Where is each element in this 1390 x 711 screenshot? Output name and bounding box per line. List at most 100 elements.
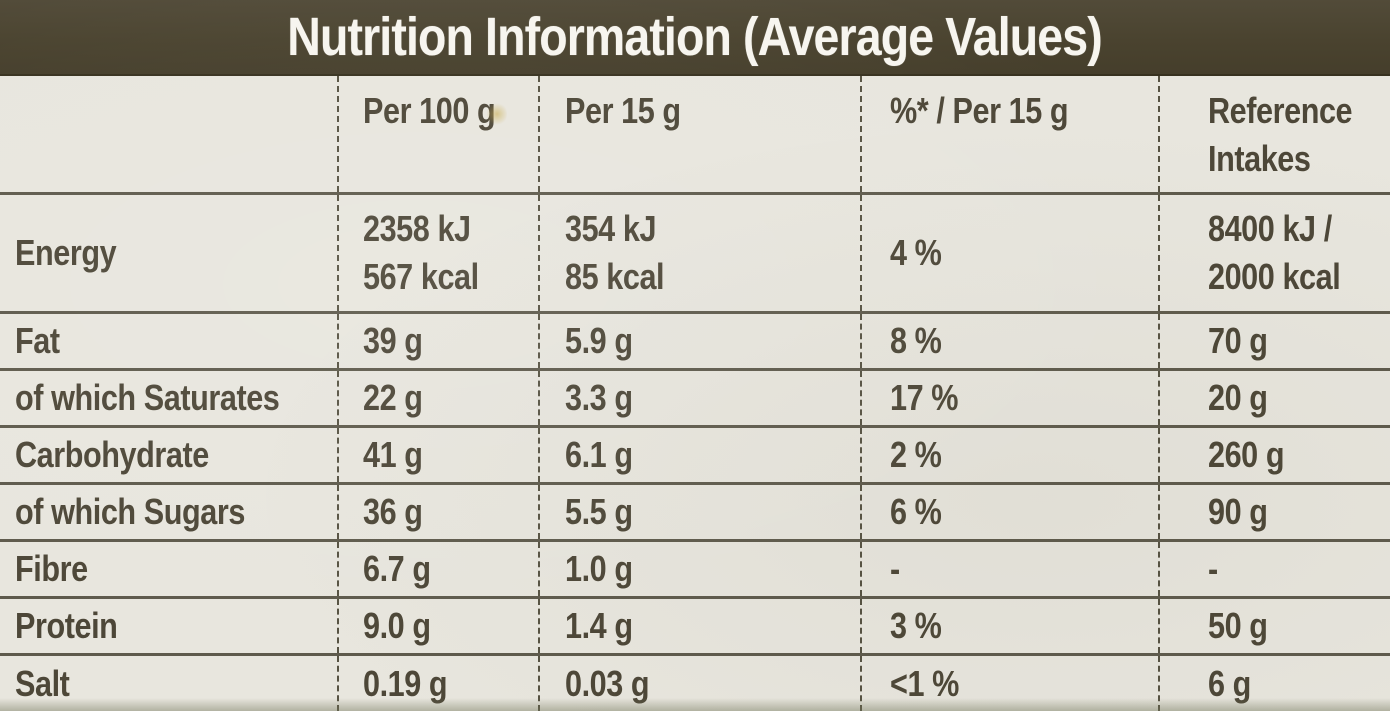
- table-row-fibre: Fibre 6.7 g 1.0 g - -: [0, 539, 1390, 596]
- cell-percent: <1 %: [860, 656, 1158, 711]
- column-header-percent-per-15g: %* / Per 15 g: [860, 76, 1158, 192]
- cell-text: 260 g: [1208, 434, 1285, 476]
- cell-text: 6 %: [890, 491, 942, 533]
- cell-per-15g: 354 kJ 85 kcal: [538, 195, 860, 311]
- cell-text: 5.9 g: [565, 320, 633, 362]
- column-header-reference-intakes: Reference Intakes: [1158, 76, 1390, 192]
- cell-reference-intake: 8400 kJ / 2000 kcal: [1158, 195, 1390, 311]
- cell-text: %* / Per 15 g: [890, 90, 1069, 131]
- cell-label: of which Saturates: [0, 371, 337, 425]
- cell-text: 36 g: [363, 491, 423, 533]
- cell-percent: 4 %: [860, 195, 1158, 311]
- cell-per-100g: 2358 kJ 567 kcal: [337, 195, 538, 311]
- cell-text: Protein: [15, 605, 118, 647]
- cell-text: Energy: [15, 232, 117, 274]
- cell-per-15g: 0.03 g: [538, 656, 860, 711]
- column-header-per-100g: Per 100 g: [337, 76, 538, 192]
- cell-text: 6.1 g: [565, 434, 633, 476]
- cell-text: 9.0 g: [363, 605, 431, 647]
- cell-label: Energy: [0, 195, 337, 311]
- cell-per-100g: 41 g: [337, 428, 538, 482]
- cell-text: 6.7 g: [363, 548, 431, 590]
- cell-reference-intake: 90 g: [1158, 485, 1390, 539]
- cell-per-100g: 0.19 g: [337, 656, 538, 711]
- cell-text: 4 %: [890, 232, 942, 274]
- table-row-energy: Energy 2358 kJ 567 kcal 354 kJ 85 kcal 4…: [0, 192, 1390, 311]
- table-row-saturates: of which Saturates 22 g 3.3 g 17 % 20 g: [0, 368, 1390, 425]
- cell-text: 2 %: [890, 434, 942, 476]
- cell-per-100g: 22 g: [337, 371, 538, 425]
- cell-text: 6 g: [1208, 662, 1251, 704]
- cell-reference-intake: 20 g: [1158, 371, 1390, 425]
- cell-text: 1.4 g: [565, 605, 633, 647]
- cell-per-100g: 36 g: [337, 485, 538, 539]
- cell-text: -: [1208, 548, 1218, 590]
- column-header-per-15g: Per 15 g: [538, 76, 860, 192]
- table-row-fat: Fat 39 g 5.9 g 8 % 70 g: [0, 311, 1390, 368]
- cell-per-15g: 6.1 g: [538, 428, 860, 482]
- cell-text: Salt: [15, 662, 70, 704]
- cell-text: of which Saturates: [15, 377, 280, 419]
- cell-text: 8 %: [890, 320, 942, 362]
- cell-text: 70 g: [1208, 320, 1268, 362]
- cell-label: Fibre: [0, 542, 337, 596]
- cell-label: Salt: [0, 656, 337, 711]
- cell-text: 0.19 g: [363, 662, 448, 704]
- table-row-protein: Protein 9.0 g 1.4 g 3 % 50 g: [0, 596, 1390, 653]
- table-row-carbohydrate: Carbohydrate 41 g 6.1 g 2 % 260 g: [0, 425, 1390, 482]
- cell-text: Reference Intakes: [1208, 90, 1353, 179]
- cell-text: Carbohydrate: [15, 434, 209, 476]
- cell-per-15g: 5.9 g: [538, 314, 860, 368]
- cell-text: 50 g: [1208, 605, 1268, 647]
- cell-label: of which Sugars: [0, 485, 337, 539]
- cell-text: 20 g: [1208, 377, 1268, 419]
- cell-reference-intake: 70 g: [1158, 314, 1390, 368]
- cell-text: Per 100 g: [363, 90, 496, 131]
- cell-text: 5.5 g: [565, 491, 633, 533]
- cell-label: Fat: [0, 314, 337, 368]
- cell-text: 41 g: [363, 434, 423, 476]
- cell-text: 2358 kJ 567 kcal: [363, 208, 479, 297]
- column-header-nutrient: [0, 76, 337, 192]
- cell-label: Protein: [0, 599, 337, 653]
- cell-reference-intake: 6 g: [1158, 656, 1390, 711]
- cell-text: 0.03 g: [565, 662, 650, 704]
- cell-reference-intake: -: [1158, 542, 1390, 596]
- cell-text: 3.3 g: [565, 377, 633, 419]
- table-title: Nutrition Information (Average Values): [287, 7, 1103, 67]
- table-row-salt: Salt 0.19 g 0.03 g <1 % 6 g: [0, 653, 1390, 711]
- cell-per-100g: 9.0 g: [337, 599, 538, 653]
- cell-per-100g: 39 g: [337, 314, 538, 368]
- cell-per-15g: 5.5 g: [538, 485, 860, 539]
- cell-text: Per 15 g: [565, 90, 681, 131]
- cell-text: of which Sugars: [15, 491, 245, 533]
- table-row-sugars: of which Sugars 36 g 5.5 g 6 % 90 g: [0, 482, 1390, 539]
- cell-text: Fat: [15, 320, 60, 362]
- cell-per-15g: 1.4 g: [538, 599, 860, 653]
- cell-text: 8400 kJ / 2000 kcal: [1208, 208, 1341, 297]
- cell-percent: 6 %: [860, 485, 1158, 539]
- cell-percent: 2 %: [860, 428, 1158, 482]
- cell-text: Fibre: [15, 548, 88, 590]
- cell-percent: 3 %: [860, 599, 1158, 653]
- cell-text: <1 %: [890, 662, 959, 704]
- cell-percent: 17 %: [860, 371, 1158, 425]
- cell-text: 90 g: [1208, 491, 1268, 533]
- table-title-band: Nutrition Information (Average Values): [0, 0, 1390, 76]
- cell-text: 1.0 g: [565, 548, 633, 590]
- cell-text: 17 %: [890, 377, 959, 419]
- cell-text: 39 g: [363, 320, 423, 362]
- cell-reference-intake: 260 g: [1158, 428, 1390, 482]
- cell-text: 22 g: [363, 377, 423, 419]
- cell-per-15g: 1.0 g: [538, 542, 860, 596]
- cell-text: 354 kJ 85 kcal: [565, 208, 665, 297]
- cell-text: 3 %: [890, 605, 942, 647]
- cell-reference-intake: 50 g: [1158, 599, 1390, 653]
- cell-percent: 8 %: [860, 314, 1158, 368]
- cell-per-100g: 6.7 g: [337, 542, 538, 596]
- cell-per-15g: 3.3 g: [538, 371, 860, 425]
- cell-percent: -: [860, 542, 1158, 596]
- cell-label: Carbohydrate: [0, 428, 337, 482]
- cell-text: -: [890, 548, 900, 590]
